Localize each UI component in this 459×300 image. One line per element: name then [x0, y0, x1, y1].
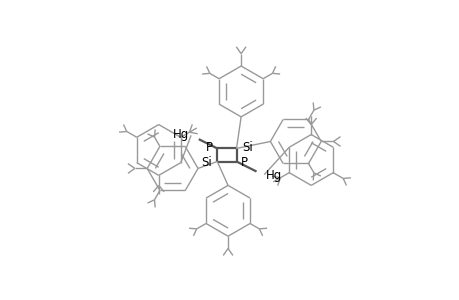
Text: Si: Si [201, 156, 212, 169]
Text: P: P [241, 156, 247, 169]
Text: P: P [205, 141, 212, 154]
Text: Hg: Hg [265, 169, 281, 182]
Text: Si: Si [241, 141, 252, 154]
Text: Hg: Hg [173, 128, 189, 141]
